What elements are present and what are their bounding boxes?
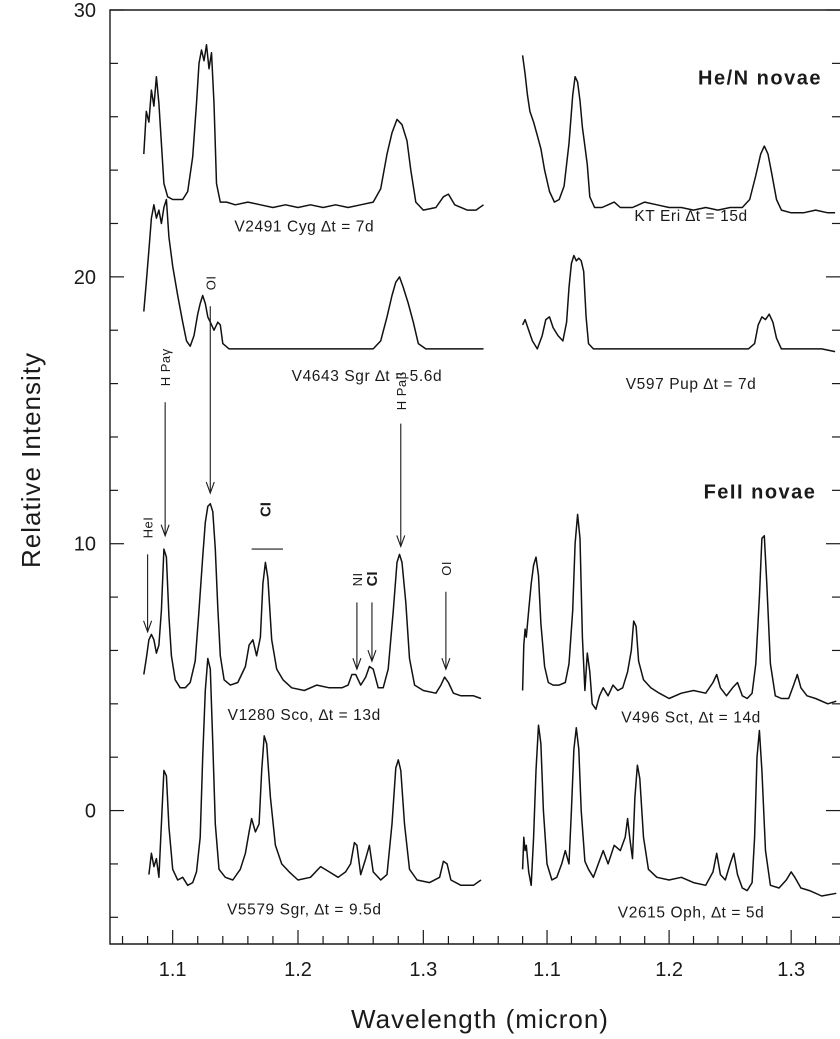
x-tick-label: 1.1 xyxy=(159,959,187,981)
line-id-label: HeI xyxy=(141,517,156,539)
spectrum-line-4 xyxy=(521,55,836,214)
spectrum-line-3 xyxy=(148,657,482,887)
line-id-label: OI xyxy=(203,275,218,290)
spectrum-line-5 xyxy=(521,254,836,353)
spectrum-line-0 xyxy=(143,43,484,211)
annotation-arrowhead xyxy=(396,535,406,548)
spectrum-line-1 xyxy=(143,198,484,350)
y-tick-label: 20 xyxy=(74,267,96,289)
plot-frame xyxy=(109,9,840,945)
spectrum-line-6 xyxy=(521,513,837,710)
y-tick-label: 0 xyxy=(85,801,96,823)
line-id-label: H Paβ xyxy=(394,371,409,410)
spectrum-label-3: V5579 Sgr, ∆t = 9.5d xyxy=(227,902,382,919)
spectrum-label-6: V496 Sct, ∆t = 14d xyxy=(621,710,761,727)
annotation-arrowhead xyxy=(143,620,153,634)
annotation-arrowhead xyxy=(441,657,451,671)
x-axis-label: Wavelength (micron) xyxy=(351,1004,609,1034)
spectrum-label-4: KT Eri ∆t = 15d xyxy=(634,208,747,225)
section-label-1: FeII novae xyxy=(704,481,817,503)
annotation-arrowhead xyxy=(205,481,215,495)
annotation-arrowhead xyxy=(352,657,362,671)
y-tick-label: 10 xyxy=(74,534,96,556)
x-tick-label: 1.3 xyxy=(777,959,805,981)
spectrum-label-0: V2491 Cyg ∆t = 7d xyxy=(234,218,374,235)
line-id-label: CI xyxy=(257,502,274,517)
y-axis-label: Relative Intensity xyxy=(16,352,46,568)
annotation-arrowhead xyxy=(160,524,170,538)
spectrum-label-5: V597 Pup ∆t = 7d xyxy=(626,376,757,393)
x-tick-label: 1.3 xyxy=(409,959,437,981)
annotation-arrowhead xyxy=(367,649,377,663)
section-label-0: He/N novae xyxy=(698,68,822,90)
spectrum-line-7 xyxy=(521,724,837,897)
spectrum-label-7: V2615 Oph, ∆t = 5d xyxy=(618,904,765,921)
line-id-label: OI xyxy=(439,561,454,576)
x-tick-label: 1.1 xyxy=(533,959,561,981)
line-id-label: H Paγ xyxy=(158,348,173,386)
x-tick-label: 1.2 xyxy=(284,959,312,981)
spectrum-label-1: V4643 Sgr ∆t = 5.6d xyxy=(292,368,443,385)
line-id-label: NI xyxy=(350,572,365,586)
spectrum-label-2: V1280 Sco, ∆t = 13d xyxy=(228,707,381,724)
x-tick-label: 1.2 xyxy=(655,959,683,981)
spectrum-line-2 xyxy=(143,502,482,700)
line-id-label: CI xyxy=(364,571,381,586)
y-tick-label: 30 xyxy=(74,0,96,22)
